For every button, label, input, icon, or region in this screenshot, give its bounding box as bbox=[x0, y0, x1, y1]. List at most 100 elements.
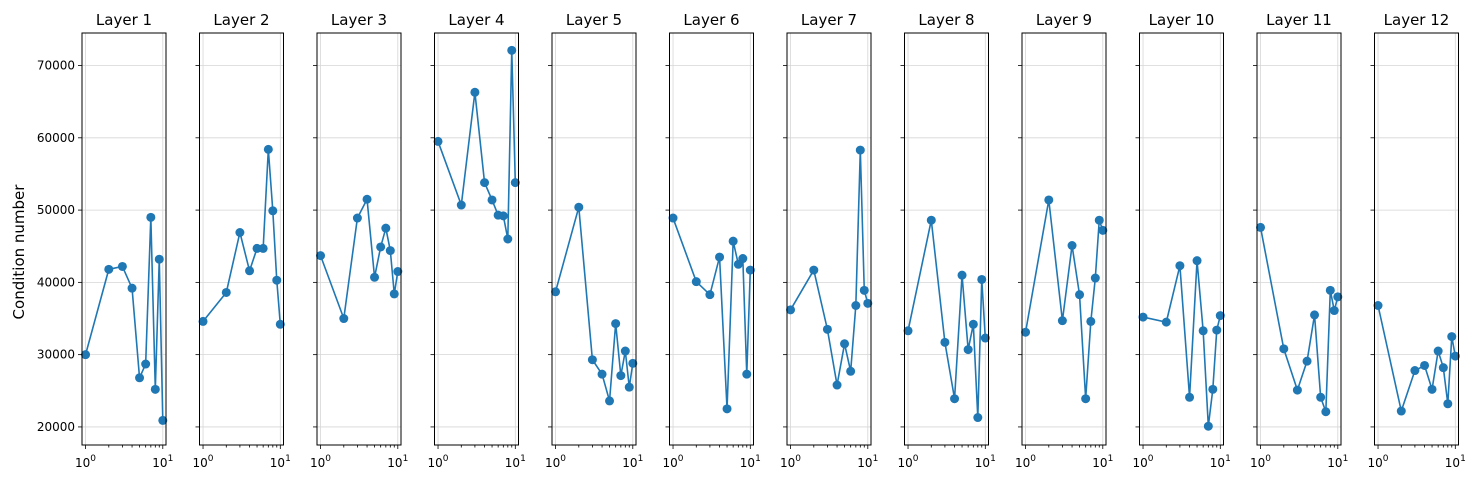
x-tick-exponent: 1 bbox=[1225, 454, 1231, 464]
data-point bbox=[1447, 332, 1457, 342]
panel-title: Layer 12 bbox=[1384, 11, 1450, 29]
x-tick-exponent: 0 bbox=[325, 454, 331, 464]
data-point bbox=[272, 275, 282, 285]
x-tick-exponent: 0 bbox=[1383, 454, 1389, 464]
data-point bbox=[1021, 327, 1031, 337]
x-tick-base: 10 bbox=[310, 456, 325, 470]
data-point bbox=[433, 136, 443, 146]
x-tick-exponent: 1 bbox=[1460, 454, 1466, 464]
data-point bbox=[339, 314, 349, 324]
x-tick-exponent: 0 bbox=[1030, 454, 1036, 464]
data-point bbox=[1292, 385, 1302, 395]
axes-frame bbox=[316, 32, 402, 446]
data-point bbox=[605, 396, 615, 406]
data-point bbox=[728, 236, 738, 246]
data-point bbox=[903, 326, 913, 336]
data-point bbox=[1321, 407, 1331, 417]
data-point bbox=[1208, 384, 1218, 394]
panel-title: Layer 3 bbox=[331, 11, 387, 29]
axes-frame bbox=[1139, 32, 1224, 446]
data-point bbox=[1396, 406, 1406, 416]
data-point bbox=[381, 223, 391, 233]
data-point bbox=[851, 300, 861, 310]
panel-title: Layer 2 bbox=[213, 11, 269, 29]
data-point bbox=[316, 251, 326, 261]
data-point bbox=[487, 195, 497, 205]
x-tick-base: 10 bbox=[740, 456, 755, 470]
data-point bbox=[846, 366, 856, 376]
data-point bbox=[950, 394, 960, 404]
data-point bbox=[1175, 261, 1185, 271]
data-point bbox=[597, 369, 607, 379]
x-tick-base: 10 bbox=[1445, 456, 1460, 470]
x-tick-label: 100 bbox=[663, 454, 684, 470]
series-line bbox=[1377, 305, 1457, 415]
data-point bbox=[624, 382, 634, 392]
axes-frame bbox=[786, 32, 872, 446]
y-tick-label: 40000 bbox=[37, 275, 75, 289]
series-line bbox=[789, 150, 869, 386]
data-point bbox=[507, 45, 517, 55]
x-tick-label: 100 bbox=[545, 454, 566, 470]
data-point bbox=[628, 358, 638, 368]
panel-title: Layer 1 bbox=[96, 11, 152, 29]
y-tick-label: 50000 bbox=[37, 203, 75, 217]
panel-title: Layer 6 bbox=[683, 11, 739, 29]
data-point bbox=[715, 252, 725, 262]
series-line bbox=[319, 196, 399, 319]
y-tick-label: 60000 bbox=[37, 131, 75, 145]
x-tick-label: 101 bbox=[1092, 454, 1113, 470]
series-line bbox=[554, 206, 634, 402]
data-point bbox=[1420, 360, 1430, 370]
x-tick-base: 10 bbox=[780, 456, 795, 470]
data-point bbox=[863, 298, 873, 308]
x-tick-label: 100 bbox=[428, 454, 449, 470]
data-point bbox=[980, 333, 990, 343]
data-point bbox=[352, 213, 362, 223]
data-point bbox=[620, 346, 630, 356]
x-tick-label: 100 bbox=[310, 454, 331, 470]
x-tick-base: 10 bbox=[1210, 456, 1225, 470]
data-point bbox=[362, 194, 372, 204]
x-tick-base: 10 bbox=[545, 456, 560, 470]
panel-title: Layer 7 bbox=[801, 11, 857, 29]
panel-title: Layer 9 bbox=[1036, 11, 1092, 29]
data-point bbox=[154, 254, 164, 264]
data-point bbox=[1438, 363, 1448, 373]
x-tick-label: 101 bbox=[505, 454, 526, 470]
x-tick-base: 10 bbox=[663, 456, 678, 470]
x-tick-label: 101 bbox=[1327, 454, 1348, 470]
x-tick-base: 10 bbox=[428, 456, 443, 470]
data-point bbox=[456, 200, 466, 210]
data-point bbox=[1098, 225, 1108, 235]
data-point bbox=[1450, 351, 1460, 361]
data-point bbox=[1075, 290, 1085, 300]
x-tick-exponent: 0 bbox=[795, 454, 801, 464]
panel-title: Layer 11 bbox=[1266, 11, 1332, 29]
y-tick-label: 20000 bbox=[37, 420, 75, 434]
axes-frame bbox=[1256, 32, 1342, 446]
x-tick-label: 100 bbox=[898, 454, 919, 470]
data-point bbox=[1081, 394, 1091, 404]
data-point bbox=[1433, 346, 1443, 356]
data-point bbox=[957, 270, 967, 280]
data-point bbox=[245, 266, 255, 276]
x-tick-label: 101 bbox=[740, 454, 761, 470]
panel-title: Layer 5 bbox=[566, 11, 622, 29]
data-point bbox=[221, 287, 231, 297]
data-point bbox=[370, 272, 380, 282]
data-point bbox=[963, 345, 973, 355]
series-line bbox=[672, 217, 752, 409]
x-tick-label: 100 bbox=[193, 454, 214, 470]
data-point bbox=[1325, 285, 1335, 295]
x-tick-base: 10 bbox=[1015, 456, 1030, 470]
panel-layer-7: 100 101 Layer 7 bbox=[780, 11, 878, 470]
x-tick-label: 101 bbox=[857, 454, 878, 470]
data-point bbox=[973, 413, 983, 423]
data-point bbox=[470, 87, 480, 97]
data-point bbox=[268, 206, 278, 216]
